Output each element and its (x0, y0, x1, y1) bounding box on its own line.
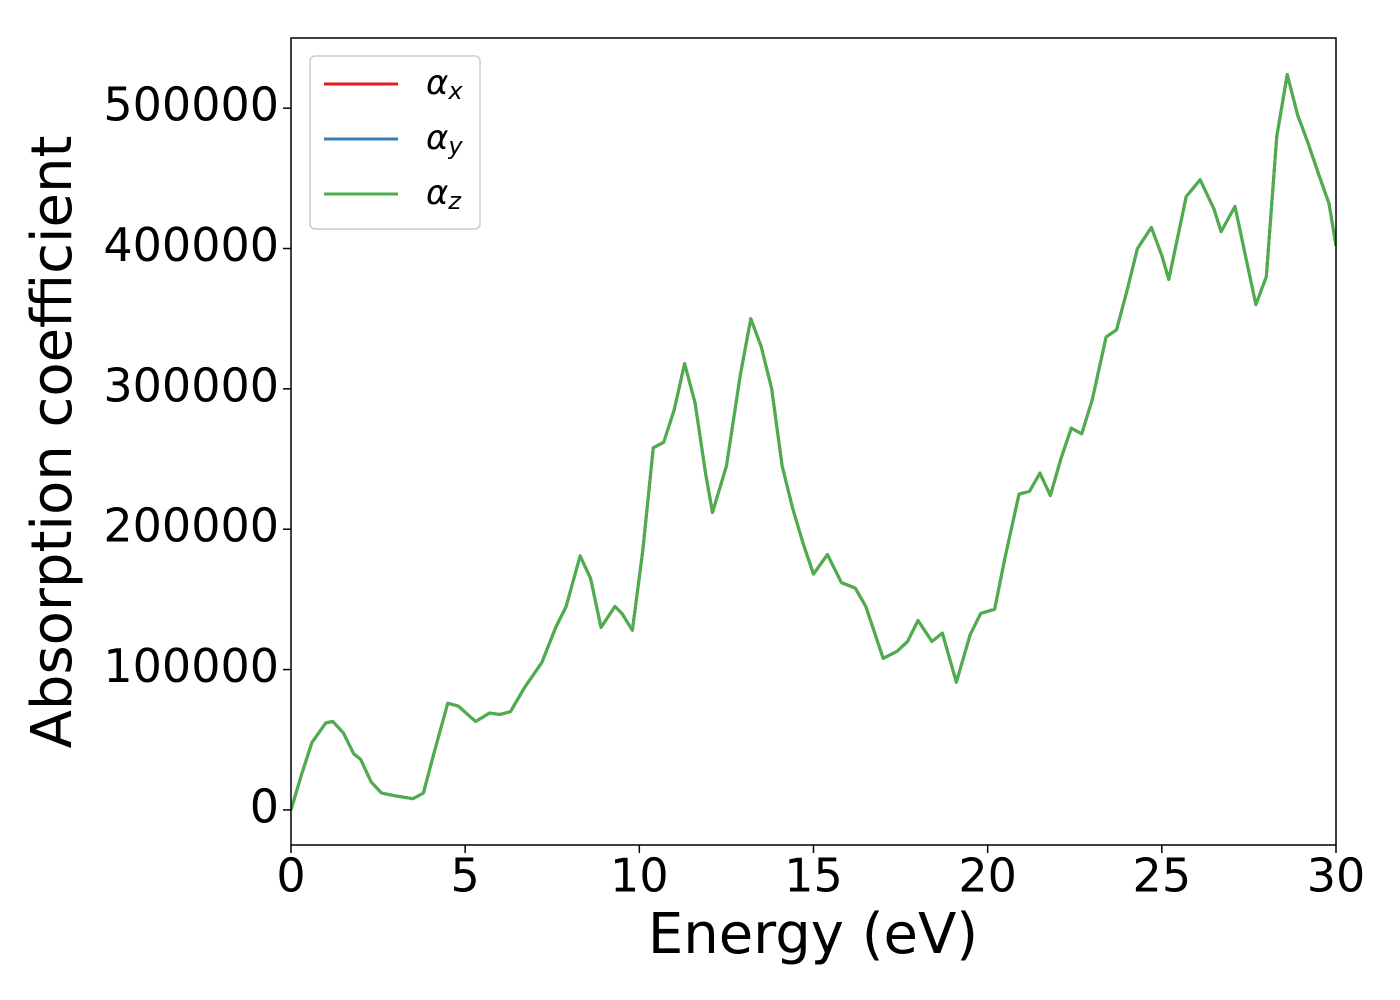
legend-box (309, 55, 481, 230)
y-tick-label: 300000 (103, 358, 279, 412)
x-tick-label: 25 (1133, 849, 1192, 903)
y-tick-label: 500000 (103, 78, 279, 132)
x-tick-label: 5 (451, 849, 480, 903)
legend-label: αz (426, 173, 462, 216)
x-tick-label: 30 (1307, 849, 1366, 903)
plot-lines (291, 72, 1336, 811)
x-tick-label: 15 (784, 849, 843, 903)
x-tick-label: 20 (958, 849, 1017, 903)
y-axis-label: Absorption coefficient (20, 136, 85, 749)
y-tick-label: 0 (250, 779, 279, 833)
series-line (291, 72, 1336, 811)
x-axis-label: Energy (eV) (648, 902, 978, 967)
legend-label: αx (426, 63, 463, 106)
plot-frame (290, 37, 1337, 846)
y-tick-label: 200000 (103, 499, 279, 553)
legend-label: αy (426, 118, 463, 161)
x-tick-label: 10 (610, 849, 669, 903)
y-tick-label: 400000 (103, 218, 279, 272)
y-tick-label: 100000 (103, 639, 279, 693)
x-tick-label: 0 (276, 849, 305, 903)
